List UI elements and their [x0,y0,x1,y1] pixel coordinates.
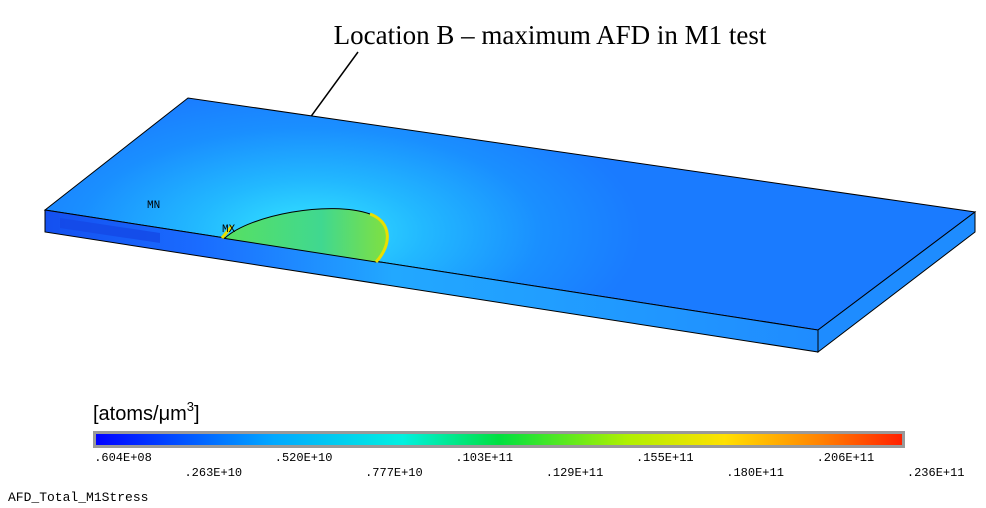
colorbar-label: .129E+11 [546,466,604,480]
colorbar-label: .604E+08 [94,451,152,465]
unit-sup: 3 [187,399,194,414]
min-marker: MN [147,200,160,212]
unit-prefix: [atoms/μm [93,403,187,425]
unit-suffix: ] [194,403,200,425]
colorbar-label: .520E+10 [275,451,333,465]
unit-label: [atoms/μm3] [93,399,200,425]
cutout-edge [369,212,389,264]
colorbar-labels: .604E+08 .263E+10 .520E+10 .777E+10 .103E+11… [94,451,964,480]
colorbar-label: .180E+11 [726,466,784,480]
annotation: Location B – maximum AFD in M1 test [334,20,767,50]
max-marker: MX [222,224,236,236]
colorbar-label: .155E+11 [636,451,694,465]
plate [43,97,977,354]
plate-side [817,210,976,354]
colorbar-label: .236E+11 [907,466,965,480]
footer: AFD_Total_M1Stress [8,490,148,505]
colorbar-label: .263E+10 [184,466,242,480]
colorbar-label: .103E+11 [455,451,513,465]
colorbar-label: .206E+11 [817,451,875,465]
colorbar-label: .777E+10 [365,466,423,480]
max-spot [220,225,234,239]
low-region [60,218,160,243]
colorbar [96,434,902,445]
